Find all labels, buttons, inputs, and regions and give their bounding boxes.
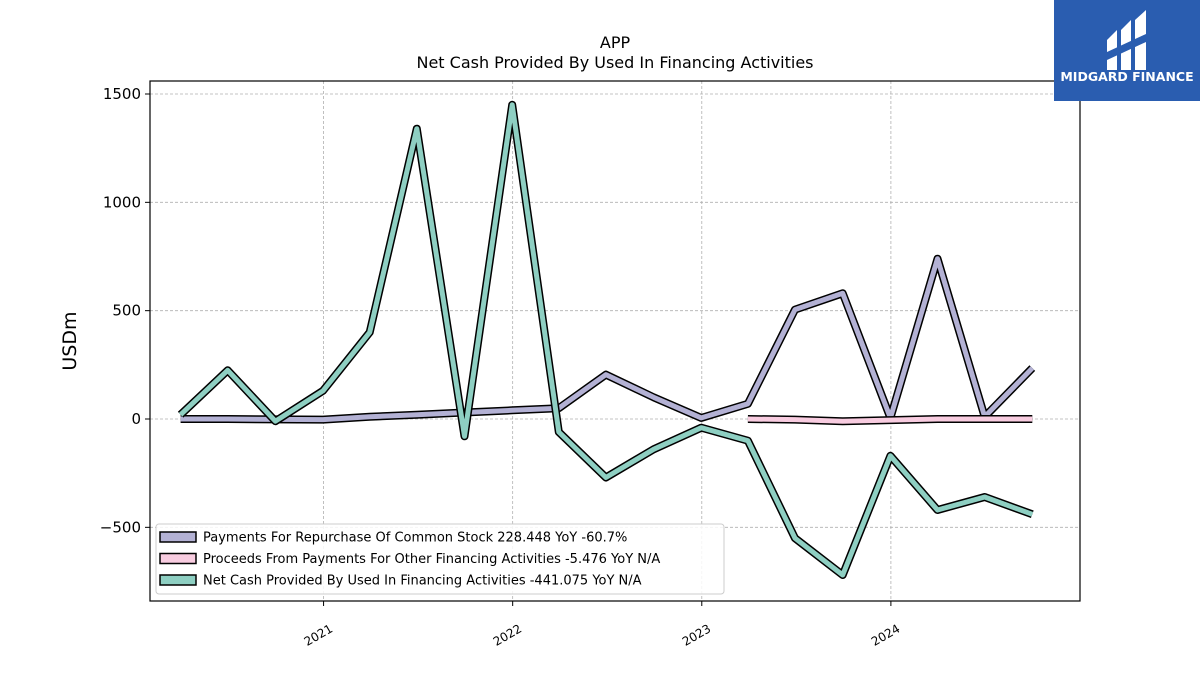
- legend-swatch: [159, 531, 197, 543]
- plot-frame: [149, 80, 1081, 602]
- logo-mark-icon: [1107, 10, 1146, 70]
- series-line: [178, 102, 1034, 578]
- logo-text: MIDGARD FINANCE: [1060, 69, 1193, 84]
- series-2: [747, 415, 1033, 426]
- legend-entry-label: Proceeds From Payments For Other Financi…: [203, 552, 660, 567]
- y-tick-label: 1500: [103, 85, 141, 103]
- chart-subtitle: Net Cash Provided By Used In Financing A…: [416, 53, 813, 72]
- legend-entry-label: Payments For Repurchase Of Common Stock …: [203, 531, 627, 546]
- legend-swatch: [159, 574, 197, 586]
- y-tick-label: −500: [100, 518, 141, 536]
- legend-swatch: [159, 552, 197, 565]
- y-axis: 1500 1000 500 0 −500: [100, 85, 150, 536]
- y-axis-label: USDm: [59, 311, 81, 370]
- series-3: [177, 100, 1034, 579]
- legend: Payments For Repurchase Of Common Stock …: [155, 523, 725, 595]
- series-lines: [177, 100, 1036, 579]
- y-tick-label: 1000: [103, 193, 141, 211]
- midgard-finance-logo: MIDGARD FINANCE: [1054, 0, 1200, 101]
- legend-entry-label: Net Cash Provided By Used In Financing A…: [203, 574, 642, 589]
- legend-frame: [155, 523, 725, 595]
- chart-title: APP: [600, 33, 631, 52]
- y-tick-label: 0: [131, 410, 141, 428]
- series-line: [747, 416, 1033, 424]
- y-tick-label: 500: [112, 302, 141, 320]
